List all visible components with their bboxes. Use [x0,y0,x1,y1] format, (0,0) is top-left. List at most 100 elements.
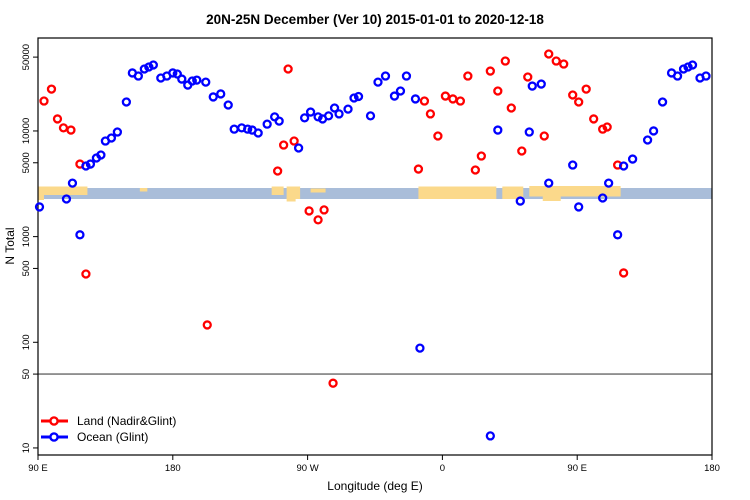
land-point [433,131,443,141]
ocean-point [678,64,689,74]
ocean-point [568,160,578,170]
ocean-point [253,128,263,138]
land-point [581,84,591,94]
ocean-point [343,104,353,114]
ocean-point [485,431,495,441]
land-point [463,71,473,81]
ocean-point [604,178,614,188]
x-tick-label: 180 [704,463,720,474]
ocean-point [96,150,106,160]
x-tick-label: 90 E [28,463,48,474]
ocean-point [672,71,683,81]
y-tick-label: 1000 [21,226,32,247]
y-tick-label: 50000 [21,44,32,70]
land-point [574,97,584,107]
strip-land-segment [38,186,88,195]
ocean-point [493,125,503,135]
ocean-point [701,71,711,81]
ocean-point [133,71,144,81]
land-point [440,91,451,101]
x-axis-title: Longitude (deg E) [327,479,422,493]
land-points-series [39,49,629,388]
ocean-point [229,124,239,134]
ocean-point [243,124,253,134]
ocean-point [365,111,376,121]
land-point [470,165,481,175]
land-point [313,215,323,225]
ocean-point [305,107,316,117]
land-point [551,56,561,66]
land-point [500,56,510,66]
strip-land-segment [38,195,44,200]
ocean-point [687,60,698,70]
ocean-point [373,77,383,87]
ocean-point [144,62,154,72]
land-point [476,151,486,161]
legend-label-land: Land (Nadir&Glint) [77,414,176,428]
land-point [81,269,91,279]
x-axis: 90 E 180 90 W 0 90 E 180 [28,455,720,474]
land-point [283,64,293,74]
ocean-point [168,68,178,78]
land-point [448,94,458,104]
ocean-point [415,343,425,353]
ocean-point [187,76,197,86]
land-point [272,166,283,176]
ocean-point [334,109,344,119]
strip-land-segment [286,198,296,202]
ocean-point [618,161,629,171]
ocean-point [262,119,272,129]
ocean-point [657,97,668,107]
land-point [485,66,495,76]
ocean-point [208,92,218,102]
land-point [523,72,533,82]
land-point [328,378,338,388]
land-point [618,268,629,278]
ocean-point [353,91,364,102]
ocean-point [598,193,608,203]
world-map-strip [38,186,712,202]
strip-land-segment [271,186,284,195]
land-point [602,122,612,132]
ocean-point [527,81,537,91]
strip-land-segment [286,186,301,199]
ocean-point [389,91,400,101]
land-point [39,96,49,106]
land-point [289,136,299,146]
ocean-point [323,111,334,121]
legend-item-land: Land (Nadir&Glint) [41,414,176,428]
land-point [455,96,466,106]
y-tick-label: 500 [21,260,32,276]
ocean-point [401,71,412,81]
chart-title: 20N-25N December (Ver 10) 2015-01-01 to … [206,12,544,27]
strip-land-segment [502,186,524,199]
ocean-point [299,113,310,123]
ocean-point [177,74,187,84]
strip-land-segment [542,196,561,201]
ocean-point [627,154,638,164]
legend-label-ocean: Ocean (Glint) [77,430,148,444]
ocean-point [515,196,525,206]
x-tick-label: 180 [165,463,181,474]
ocean-point [349,93,359,103]
land-point [589,114,599,124]
ocean-point [380,71,391,81]
legend: Land (Nadir&Glint) Ocean (Glint) [41,414,176,444]
ocean-point [648,126,659,136]
ocean-point [216,89,226,99]
ocean-point [329,103,340,113]
land-point [46,84,57,94]
land-point [319,205,329,215]
ocean-point [121,97,132,107]
land-point [568,90,578,100]
ocean-point [201,77,211,87]
plot-border-rect [37,37,713,456]
ocean-point [139,64,149,74]
land-point [413,164,424,174]
y-tick-label: 10 [21,443,32,454]
land-point [539,131,549,141]
land-point [66,125,76,135]
x-tick-label: 90 E [567,463,587,474]
